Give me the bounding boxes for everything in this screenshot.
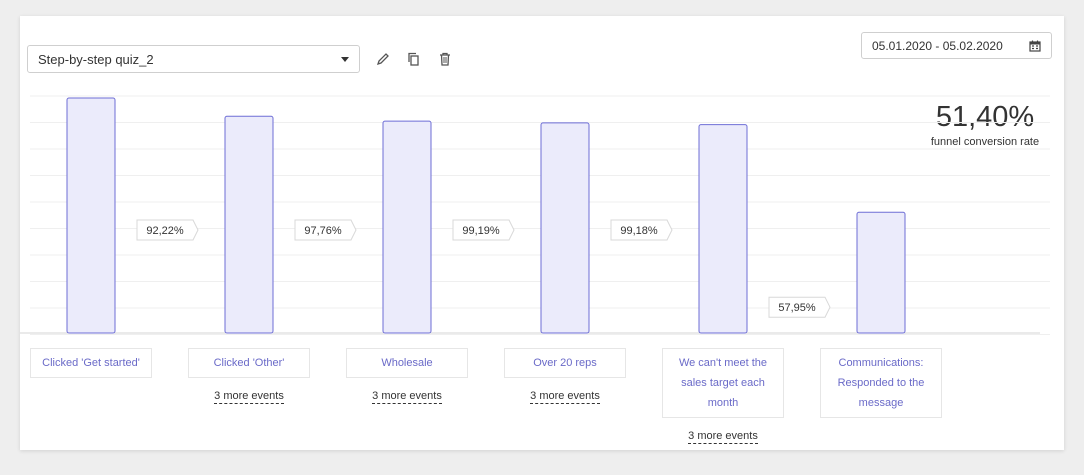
step-conversion-badge xyxy=(452,219,515,241)
stage-label[interactable]: Communications: Responded to the message xyxy=(820,348,942,418)
funnel-card: Step-by-step quiz_2 05.01.2020 - 05.02.2… xyxy=(20,16,1064,450)
step-conversion-label: 97,76% xyxy=(304,225,342,237)
copy-icon[interactable] xyxy=(407,52,421,66)
funnel-bar[interactable] xyxy=(224,115,274,334)
funnel-chart: 92,22% 97,76% 99,19% 99,18% 57,95% xyxy=(20,95,1050,335)
funnel-bar[interactable] xyxy=(540,122,590,334)
calendar-icon xyxy=(1029,40,1041,52)
step-conversion-label: 99,18% xyxy=(620,225,658,237)
funnel-bar[interactable] xyxy=(382,120,432,334)
step-conversion-badge xyxy=(768,296,831,318)
stage-label[interactable]: Over 20 reps xyxy=(504,348,626,378)
trash-icon[interactable] xyxy=(438,52,452,66)
pencil-icon[interactable] xyxy=(376,52,390,66)
step-conversion-badge xyxy=(610,219,673,241)
more-events-link[interactable]: 3 more events xyxy=(688,430,758,444)
funnel-conversion-value: 51,40% xyxy=(935,101,1035,133)
more-events-link[interactable]: 3 more events xyxy=(372,390,442,404)
stage-label[interactable]: We can't meet the sales target each mont… xyxy=(662,348,784,418)
step-conversion-label: 92,22% xyxy=(146,225,184,237)
more-events-link[interactable]: 3 more events xyxy=(530,390,600,404)
step-conversion-label: 57,95% xyxy=(778,302,816,314)
more-events-link[interactable]: 3 more events xyxy=(214,390,284,404)
step-conversion-badge xyxy=(294,219,357,241)
caret-down-icon xyxy=(341,56,349,62)
stage-label[interactable]: Clicked 'Get started' xyxy=(30,348,152,378)
step-conversion-label: 99,19% xyxy=(462,225,500,237)
stage-label[interactable]: Wholesale xyxy=(346,348,468,378)
stage-label[interactable]: Clicked 'Other' xyxy=(188,348,310,378)
funnel-bar[interactable] xyxy=(66,97,116,334)
quiz-select[interactable]: Step-by-step quiz_2 xyxy=(27,45,360,73)
step-conversion-badge xyxy=(136,219,199,241)
date-range-picker[interactable]: 05.01.2020 - 05.02.2020 xyxy=(861,32,1052,59)
funnel-bar[interactable] xyxy=(856,211,906,334)
date-range-value: 05.01.2020 - 05.02.2020 xyxy=(872,38,1003,53)
quiz-select-value: Step-by-step quiz_2 xyxy=(38,51,154,67)
funnel-bar[interactable] xyxy=(698,124,748,334)
funnel-conversion-label: funnel conversion rate xyxy=(930,136,1040,148)
